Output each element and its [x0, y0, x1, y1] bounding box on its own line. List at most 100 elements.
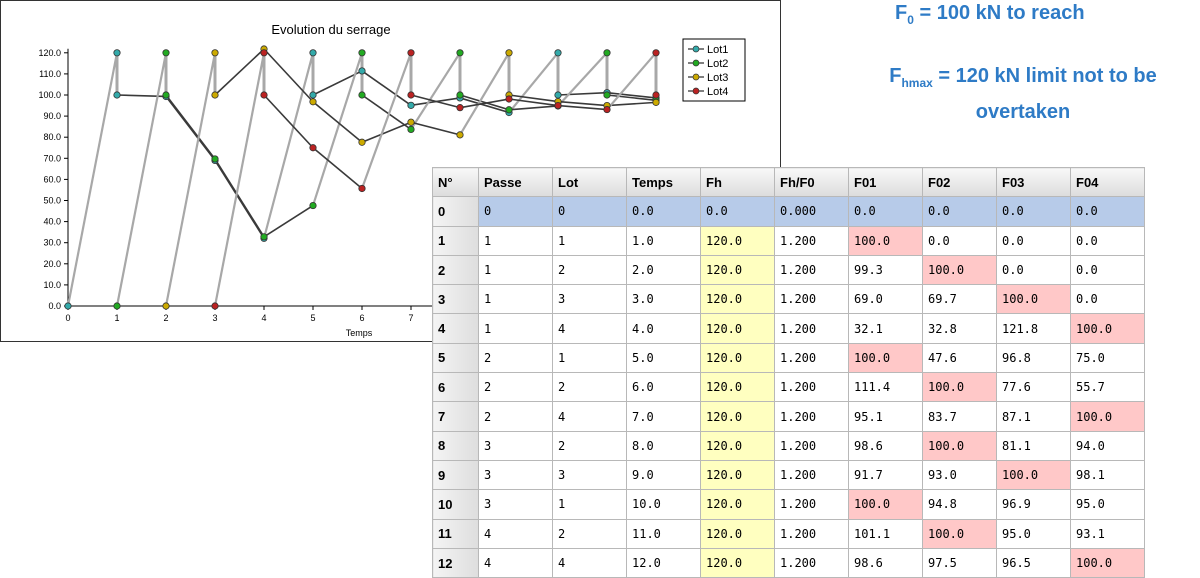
- table-cell: 1: [478, 254, 553, 286]
- table-cell: 4.0: [626, 313, 701, 344]
- row-number: 3: [432, 284, 479, 315]
- table-row[interactable]: 1 1 1 1.0 120.0 1.200 100.0 0.0 0.0 0.0: [432, 225, 1145, 256]
- table-cell: 93.0: [922, 459, 997, 491]
- column-header[interactable]: Lot: [552, 166, 627, 198]
- data-point: [554, 91, 562, 99]
- y-tick-label: 50.0: [43, 196, 61, 206]
- table-cell: 83.7: [922, 401, 997, 432]
- table-cell: 99.3: [848, 254, 923, 286]
- table-row[interactable]: 4 1 4 4.0 120.0 1.200 32.1 32.8 121.8 100.0: [432, 313, 1145, 344]
- table-cell: 120.0: [700, 401, 775, 432]
- table-cell: 87.1: [996, 401, 1071, 432]
- column-header[interactable]: N°: [432, 166, 479, 198]
- series-segment: [508, 98, 559, 107]
- row-number: 6: [432, 372, 479, 403]
- y-tick-label: 40.0: [43, 217, 61, 227]
- series-segment: [361, 94, 412, 131]
- data-point: [211, 49, 219, 57]
- table-row[interactable]: 6 2 2 6.0 120.0 1.200 111.4 100.0 77.6 55.7: [432, 372, 1145, 403]
- x-tick-label: 2: [163, 313, 168, 323]
- table-cell: 0.000: [774, 196, 849, 227]
- table-cell: 3: [478, 459, 553, 491]
- row-number: 8: [432, 430, 479, 461]
- table-cell: 120.0: [700, 313, 775, 344]
- column-header[interactable]: Passe: [478, 166, 553, 198]
- data-point: [407, 49, 415, 57]
- table-row[interactable]: 10 3 1 10.0 120.0 1.200 100.0 94.8 96.9 95.0: [432, 489, 1145, 520]
- table-cell: 2.0: [626, 254, 701, 286]
- table-cell: 7.0: [626, 401, 701, 432]
- max-force-note: Fhmax = 120 kN limit not to be overtaken: [889, 65, 1157, 123]
- series-segment: [557, 52, 608, 107]
- table-cell: 100.0: [848, 225, 923, 256]
- table-cell: 100.0: [922, 254, 997, 286]
- table-row[interactable]: 9 3 3 9.0 120.0 1.200 91.7 93.0 100.0 98.1: [432, 459, 1145, 491]
- data-point: [113, 49, 121, 57]
- data-point: [652, 91, 660, 99]
- data-point: [505, 49, 513, 57]
- data-point: [260, 91, 268, 99]
- row-number: 12: [432, 547, 479, 578]
- data-point: [309, 49, 317, 57]
- table-cell: 96.8: [996, 342, 1071, 374]
- table-cell: 47.6: [922, 342, 997, 374]
- y-tick-label: 100.0: [38, 90, 61, 100]
- table-row[interactable]: 0 0 0 0.0 0.0 0.000 0.0 0.0 0.0 0.0: [432, 196, 1145, 227]
- series-segment: [214, 48, 265, 96]
- table-cell: 2: [552, 372, 627, 403]
- data-point: [407, 125, 415, 133]
- table-cell: 121.8: [996, 313, 1071, 344]
- series-segment: [606, 91, 657, 99]
- column-header[interactable]: F04: [1070, 166, 1145, 198]
- table-cell: 93.1: [1070, 518, 1145, 549]
- table-row[interactable]: 2 1 2 2.0 120.0 1.200 99.3 100.0 0.0 0.0: [432, 254, 1145, 286]
- series-segment: [459, 98, 510, 109]
- column-header[interactable]: F01: [848, 166, 923, 198]
- table-cell: 1: [478, 284, 553, 315]
- table-cell: 101.1: [848, 518, 923, 549]
- row-number: 9: [432, 459, 479, 491]
- table-cell: 1.200: [774, 430, 849, 461]
- table-cell: 1.200: [774, 342, 849, 374]
- column-header[interactable]: F03: [996, 166, 1071, 198]
- table-cell: 2: [478, 401, 553, 432]
- data-point: [162, 302, 170, 310]
- series-segment: [165, 94, 216, 160]
- column-header[interactable]: Fh: [700, 166, 775, 198]
- chart-title: Evolution du serrage: [271, 22, 390, 37]
- table-cell: 1: [478, 313, 553, 344]
- table-cell: 100.0: [996, 459, 1071, 491]
- table-cell: 98.6: [848, 430, 923, 461]
- table-row[interactable]: 3 1 3 3.0 120.0 1.200 69.0 69.7 100.0 0.0: [432, 284, 1145, 315]
- table-row[interactable]: 11 4 2 11.0 120.0 1.200 101.1 100.0 95.0 93.1: [432, 518, 1145, 549]
- table-cell: 0: [478, 196, 553, 227]
- data-point: [456, 131, 464, 139]
- table-row[interactable]: 7 2 4 7.0 120.0 1.200 95.1 83.7 87.1 100.0: [432, 401, 1145, 432]
- row-number: 2: [432, 254, 479, 286]
- data-point: [456, 49, 464, 57]
- y-tick-label: 80.0: [43, 132, 61, 142]
- table-cell: 1.200: [774, 547, 849, 578]
- table-cell: 1.0: [626, 225, 701, 256]
- table-cell: 1.200: [774, 459, 849, 491]
- table-cell: 69.7: [922, 284, 997, 315]
- column-header[interactable]: Temps: [626, 166, 701, 198]
- series-segment: [312, 147, 363, 190]
- data-point: [603, 49, 611, 57]
- table-cell: 100.0: [1070, 313, 1145, 344]
- series-segment: [213, 52, 266, 307]
- column-header[interactable]: Fh/F0: [774, 166, 849, 198]
- table-cell: 77.6: [996, 372, 1071, 403]
- table-cell: 100.0: [922, 430, 997, 461]
- table-cell: 6.0: [626, 372, 701, 403]
- table-cell: 120.0: [700, 547, 775, 578]
- table-cell: 91.7: [848, 459, 923, 491]
- series-segment: [508, 105, 559, 111]
- table-row[interactable]: 5 2 1 5.0 120.0 1.200 100.0 47.6 96.8 75.0: [432, 342, 1145, 374]
- table-row[interactable]: 8 3 2 8.0 120.0 1.200 98.6 100.0 81.1 94.0: [432, 430, 1145, 461]
- column-header[interactable]: F02: [922, 166, 997, 198]
- series-segment: [311, 52, 364, 206]
- table-cell: 120.0: [700, 430, 775, 461]
- table-cell: 100.0: [1070, 547, 1145, 578]
- table-row[interactable]: 12 4 4 12.0 120.0 1.200 98.6 97.5 96.5 100.0: [432, 547, 1145, 578]
